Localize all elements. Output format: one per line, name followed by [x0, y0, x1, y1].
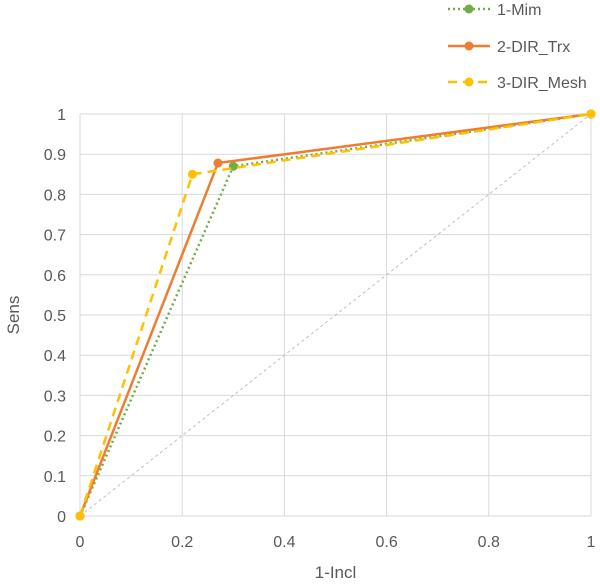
x-tick-label: 1 [587, 534, 596, 551]
legend-swatch-marker [464, 77, 474, 87]
y-axis-title: Sens [4, 296, 23, 335]
legend-label: 1-Mim [497, 2, 541, 19]
x-tick-label: 0 [76, 534, 85, 551]
reference-diagonal [79, 113, 592, 517]
y-tick-label: 0.6 [44, 268, 66, 285]
data-point [213, 158, 223, 168]
y-tick-label: 0.7 [44, 228, 66, 245]
x-tick-label: 0.6 [375, 534, 397, 551]
y-tick-label: 0.8 [44, 187, 66, 204]
legend-swatch-marker [464, 4, 474, 14]
series-3 [75, 109, 596, 521]
data-point [586, 109, 596, 119]
reference-diagonal-line [79, 113, 592, 517]
y-tick-label: 0 [57, 509, 66, 526]
y-tick-label: 0.5 [44, 308, 66, 325]
y-tick-label: 0.3 [44, 388, 66, 405]
series-group [75, 109, 596, 521]
y-tick-label: 0.9 [44, 147, 66, 164]
legend-item: 1-Mim [448, 2, 541, 19]
y-tick-label: 0.2 [44, 429, 66, 446]
x-tick-label: 0.8 [478, 534, 500, 551]
y-tick-label: 1 [57, 107, 66, 124]
y-tick-label: 0.1 [44, 469, 66, 486]
x-tick-label: 0.4 [273, 534, 295, 551]
tick-labels: 0 0.1 0.2 0.3 0.4 0.5 0.6 0.7 0.8 0.9 1 0 0.2 0.4 0.6 0… [44, 107, 596, 551]
legend-label: 3-DIR_Mesh [497, 75, 587, 92]
data-point [187, 169, 197, 179]
legend-item: 3-DIR_Mesh [448, 75, 587, 92]
x-axis-title: 1-Incl [315, 563, 357, 582]
legend-label: 2-DIR_Trx [497, 39, 570, 56]
legend-item: 2-DIR_Trx [448, 39, 570, 56]
legend-swatch-marker [464, 41, 474, 51]
x-tick-label: 0.2 [171, 534, 193, 551]
data-point [75, 511, 85, 521]
legend: 1-Mim 2-DIR_Trx 3-DIR_Mesh [448, 2, 587, 92]
y-tick-label: 0.4 [44, 348, 66, 365]
